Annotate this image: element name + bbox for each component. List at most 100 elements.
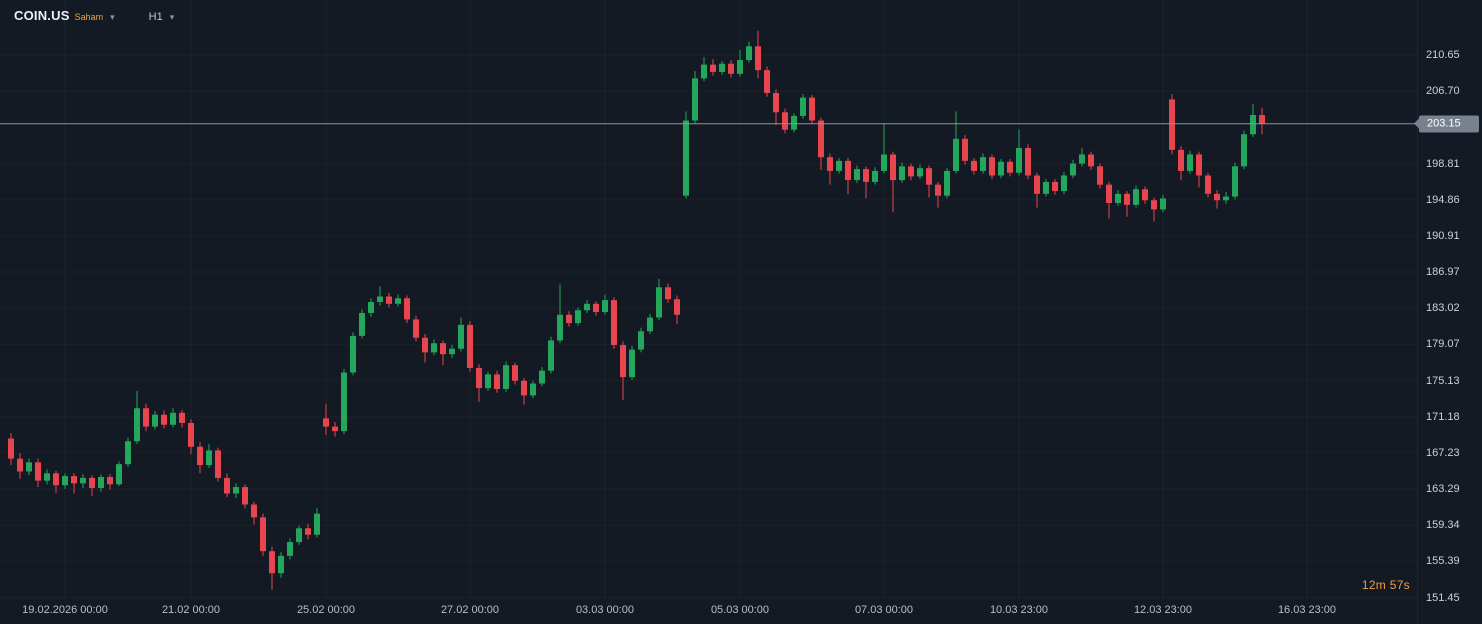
candle[interactable] <box>458 317 464 352</box>
candle[interactable] <box>386 292 392 308</box>
candle[interactable] <box>980 153 986 174</box>
candle[interactable] <box>944 168 950 199</box>
candle[interactable] <box>422 334 428 363</box>
candle[interactable] <box>1052 179 1058 195</box>
candle[interactable] <box>998 159 1004 179</box>
candle[interactable] <box>683 111 689 199</box>
candle[interactable] <box>476 364 482 402</box>
candle[interactable] <box>791 113 797 133</box>
candle[interactable] <box>692 71 698 124</box>
candle[interactable] <box>917 164 923 180</box>
candle[interactable] <box>701 57 707 82</box>
candle[interactable] <box>728 60 734 78</box>
candle[interactable] <box>611 297 617 349</box>
candle[interactable] <box>134 390 140 445</box>
candle[interactable] <box>503 361 509 392</box>
candle[interactable] <box>287 538 293 560</box>
candle[interactable] <box>512 362 518 385</box>
candle[interactable] <box>71 473 77 494</box>
candle[interactable] <box>557 284 563 344</box>
candle[interactable] <box>755 30 761 79</box>
candle[interactable] <box>908 163 914 181</box>
candle[interactable] <box>1214 190 1220 209</box>
candle[interactable] <box>431 339 437 356</box>
candle[interactable] <box>575 307 581 326</box>
candle[interactable] <box>746 41 752 63</box>
candle[interactable] <box>215 447 221 482</box>
price-axis[interactable]: 203.15 210.65 206.70 198.81 194.86 190.91 186… <box>1417 0 1482 624</box>
candle[interactable] <box>863 166 869 199</box>
candle[interactable] <box>152 411 158 430</box>
candle[interactable] <box>836 158 842 174</box>
candle[interactable] <box>530 380 536 399</box>
candle[interactable] <box>161 410 167 429</box>
candle[interactable] <box>773 89 779 126</box>
candle[interactable] <box>224 473 230 498</box>
candle[interactable] <box>899 162 905 183</box>
candle[interactable] <box>467 321 473 372</box>
candle[interactable] <box>53 470 59 493</box>
candle[interactable] <box>1241 130 1247 170</box>
candle[interactable] <box>269 546 275 590</box>
timeframe-selector[interactable]: H1 <box>148 11 163 23</box>
candle[interactable] <box>395 294 401 307</box>
candle[interactable] <box>323 403 329 435</box>
candle[interactable] <box>26 458 32 476</box>
candle[interactable] <box>548 336 554 374</box>
candle[interactable] <box>971 158 977 175</box>
candle[interactable] <box>881 123 887 174</box>
candle[interactable] <box>593 301 599 316</box>
candle[interactable] <box>1079 148 1085 167</box>
candle[interactable] <box>1097 163 1103 189</box>
candle[interactable] <box>197 442 203 474</box>
candle[interactable] <box>629 345 635 380</box>
candle[interactable] <box>800 93 806 119</box>
candle[interactable] <box>440 340 446 366</box>
candle[interactable] <box>638 327 644 353</box>
candle[interactable] <box>1151 197 1157 222</box>
candle[interactable] <box>809 94 815 125</box>
candle[interactable] <box>98 474 104 492</box>
candle[interactable] <box>1115 190 1121 206</box>
candle[interactable] <box>872 167 878 185</box>
candle[interactable] <box>368 298 374 317</box>
candle[interactable] <box>845 158 851 194</box>
candle[interactable] <box>566 311 572 327</box>
candle[interactable] <box>296 525 302 545</box>
candle[interactable] <box>62 473 68 489</box>
candle[interactable] <box>143 403 149 432</box>
candle[interactable] <box>494 370 500 393</box>
candle[interactable] <box>1061 171 1067 194</box>
candle[interactable] <box>1043 179 1049 197</box>
candle[interactable] <box>710 59 716 76</box>
candle[interactable] <box>116 461 122 487</box>
candle[interactable] <box>359 309 365 339</box>
candle[interactable] <box>125 437 131 467</box>
candle[interactable] <box>251 501 257 525</box>
candle[interactable] <box>179 410 185 428</box>
symbol-dropdown-caret-icon[interactable]: ▾ <box>110 12 115 22</box>
candle[interactable] <box>341 368 347 434</box>
candle[interactable] <box>80 474 86 488</box>
candle[interactable] <box>404 295 410 324</box>
candle[interactable] <box>44 469 50 485</box>
candle[interactable] <box>1124 191 1130 217</box>
candle[interactable] <box>242 484 248 509</box>
candle[interactable] <box>935 181 941 208</box>
candle[interactable] <box>8 433 14 466</box>
candle[interactable] <box>449 345 455 358</box>
candle[interactable] <box>17 453 23 479</box>
candle[interactable] <box>989 154 995 180</box>
candle[interactable] <box>305 523 311 540</box>
candlestick-chart[interactable] <box>0 0 1418 624</box>
candle[interactable] <box>1250 104 1256 138</box>
time-axis[interactable]: 19.02.2026 00:00 21.02 00:00 25.02 00:00 27… <box>0 600 1418 624</box>
candle[interactable] <box>1187 150 1193 174</box>
candle[interactable] <box>1196 151 1202 188</box>
candle[interactable] <box>170 408 176 428</box>
candle[interactable] <box>719 60 725 75</box>
candle[interactable] <box>332 422 338 437</box>
candle[interactable] <box>485 371 491 391</box>
candle[interactable] <box>377 286 383 306</box>
candle[interactable] <box>206 444 212 468</box>
